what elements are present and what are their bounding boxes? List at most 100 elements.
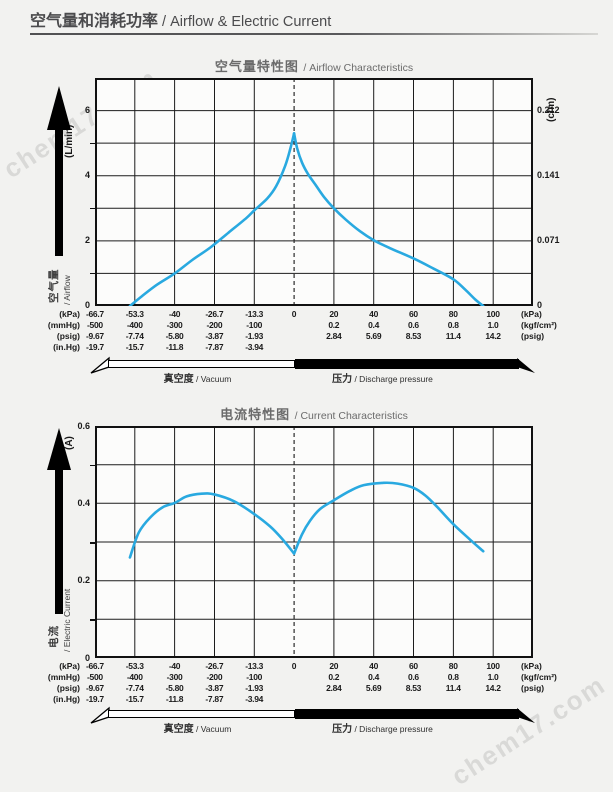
x-tick-label: 0 bbox=[291, 661, 297, 671]
x-tick-label: -7.87 bbox=[205, 694, 224, 704]
x-unit-psig-left: (psig) bbox=[56, 683, 80, 693]
x-tick-label: -15.7 bbox=[125, 342, 144, 352]
pressure-label-en: / Discharge pressure bbox=[352, 374, 433, 384]
x-tick-label: -5.80 bbox=[165, 331, 184, 341]
airflow-plot-area bbox=[95, 78, 533, 306]
x-tick-label: -100 bbox=[246, 672, 263, 682]
x-tick-label: 80 bbox=[448, 661, 458, 671]
vacuum-range-bar bbox=[108, 360, 295, 368]
x-tick-label: 0.2 bbox=[328, 672, 340, 682]
x-values-kpa: -66.7 -53.3 -40 -26.7 -13.3 0 20 40 60 80 100 bbox=[75, 661, 513, 672]
x-tick-label: -300 bbox=[166, 672, 183, 682]
x-tick-label: 5.69 bbox=[365, 683, 382, 693]
x-tick-label: -200 bbox=[206, 320, 223, 330]
x-tick-label: 0.4 bbox=[368, 672, 380, 682]
x-unit-mmhg-left: (mmHg) bbox=[47, 320, 80, 330]
current-axis-name-zh: 电流 bbox=[48, 625, 60, 648]
x-unit-mmhg-left: (mmHg) bbox=[47, 672, 80, 682]
x-tick-label: 2.84 bbox=[326, 683, 342, 693]
x-tick-label: -13.3 bbox=[245, 309, 264, 319]
current-minor-tick bbox=[90, 542, 95, 544]
x-unit-kpa-right: (kPa) bbox=[521, 661, 542, 671]
x-tick-label: 2.84 bbox=[326, 331, 342, 341]
x-tick-label bbox=[274, 683, 314, 694]
current-minor-tick bbox=[90, 464, 95, 467]
vacuum-label-en: / Vacuum bbox=[193, 374, 232, 384]
current-ytick-0: 0 bbox=[84, 652, 90, 663]
current-curve-svg bbox=[95, 426, 533, 658]
x-tick-label: 0.8 bbox=[447, 672, 459, 682]
airflow-ytick-2: 2 bbox=[84, 235, 90, 246]
x-tick-label: 20 bbox=[329, 309, 339, 319]
x-tick-label: -11.8 bbox=[165, 694, 184, 704]
x-tick-label: -19.7 bbox=[85, 342, 104, 352]
vacuum-label-zh: 真空度 bbox=[163, 374, 194, 385]
airflow-axis-arrow-icon bbox=[47, 86, 71, 130]
x-tick-label: -100 bbox=[246, 320, 263, 330]
x-tick-label: 60 bbox=[408, 661, 418, 671]
x-tick-label: 0.6 bbox=[407, 320, 419, 330]
airflow-axis-name-zh: 空气量 bbox=[48, 268, 60, 304]
x-unit-kpa-left: (kPa) bbox=[59, 309, 80, 319]
airflow-chart-title-en: / Airflow Characteristics bbox=[303, 62, 414, 74]
x-unit-psig-right: (psig) bbox=[521, 331, 545, 341]
airflow-axis-arrow-shaft bbox=[55, 128, 63, 256]
x-tick-label bbox=[274, 320, 314, 331]
x-tick-label bbox=[433, 342, 473, 353]
x-tick-label: -15.7 bbox=[125, 694, 144, 704]
vacuum-bar-label: 真空度 / Vacuum bbox=[110, 371, 285, 385]
x-values-kpa: -66.7 -53.3 -40 -26.7 -13.3 0 20 40 60 80 100 bbox=[75, 309, 513, 320]
x-tick-label: 1.0 bbox=[487, 672, 499, 682]
airflow-chart-title: 空气量特性图 / Airflow Characteristics bbox=[95, 56, 533, 76]
page-title-en: / Airflow & Electric Current bbox=[158, 14, 332, 30]
x-tick-label: 0.6 bbox=[407, 672, 419, 682]
x-tick-label: -500 bbox=[87, 320, 103, 330]
x-tick-label: -53.3 bbox=[125, 661, 144, 671]
x-tick-label: -19.7 bbox=[85, 694, 104, 704]
airflow-ytick-4: 4 bbox=[84, 169, 90, 180]
x-tick-label bbox=[314, 694, 354, 705]
current-axis-arrow-shaft bbox=[55, 468, 63, 614]
x-values-mmhg-kgf: -500 -400 -300 -200 -100 0.2 0.4 0.6 0.8 1.0 bbox=[75, 672, 513, 683]
x-tick-label: 0.8 bbox=[447, 320, 459, 330]
x-tick-label bbox=[274, 342, 314, 353]
airflow-ytick-6: 6 bbox=[84, 104, 90, 115]
x-tick-label: 80 bbox=[448, 309, 458, 319]
x-tick-label: 20 bbox=[329, 661, 339, 671]
x-tick-label: -26.7 bbox=[205, 661, 224, 671]
vacuum-label-zh: 真空度 bbox=[163, 724, 194, 735]
vacuum-label-en: / Vacuum bbox=[193, 724, 232, 734]
x-tick-label: -9.67 bbox=[85, 683, 104, 693]
current-ytick-06: 0.6 bbox=[77, 420, 90, 431]
x-tick-label: -40 bbox=[168, 661, 181, 671]
x-tick-label: -66.7 bbox=[85, 661, 104, 671]
airflow-minor-tick bbox=[90, 142, 95, 145]
x-tick-label bbox=[473, 342, 513, 353]
pressure-arrowhead-icon bbox=[517, 708, 535, 723]
airflow-rtick-0: 0 bbox=[537, 300, 543, 311]
x-tick-label: 100 bbox=[486, 309, 500, 319]
x-unit-inhg-left: (in.Hg) bbox=[53, 342, 80, 352]
x-tick-label: -400 bbox=[126, 672, 143, 682]
x-tick-label: 100 bbox=[486, 661, 500, 671]
x-tick-label: -40 bbox=[168, 309, 181, 319]
x-tick-label: -5.80 bbox=[165, 683, 184, 693]
x-values-psig: -9.67 -7.74 -5.80 -3.87 -1.93 2.84 5.69 8.53 11.… bbox=[75, 683, 513, 694]
x-tick-label bbox=[433, 694, 473, 705]
x-tick-label: -66.7 bbox=[85, 309, 104, 319]
x-values-psig: -9.67 -7.74 -5.80 -3.87 -1.93 2.84 5.69 8.53 11.… bbox=[75, 331, 513, 342]
x-tick-label: -200 bbox=[206, 672, 223, 682]
x-tick-label: 5.69 bbox=[365, 331, 382, 341]
x-tick-label: -7.87 bbox=[205, 342, 224, 352]
x-tick-label: 0.4 bbox=[368, 320, 380, 330]
x-tick-label: 0.2 bbox=[328, 320, 340, 330]
x-tick-label bbox=[473, 694, 513, 705]
pressure-bar-label: 压力 / Discharge pressure bbox=[290, 371, 475, 385]
pressure-label-zh: 压力 bbox=[332, 724, 353, 735]
x-values-inhg: -19.7 -15.7 -11.8 -7.87 -3.94 bbox=[75, 694, 513, 705]
x-tick-label: 8.53 bbox=[405, 331, 422, 341]
airflow-rtick-0071: 0.071 bbox=[537, 235, 560, 246]
x-tick-label bbox=[394, 342, 434, 353]
x-tick-label bbox=[274, 672, 314, 683]
x-tick-label: -400 bbox=[126, 320, 143, 330]
